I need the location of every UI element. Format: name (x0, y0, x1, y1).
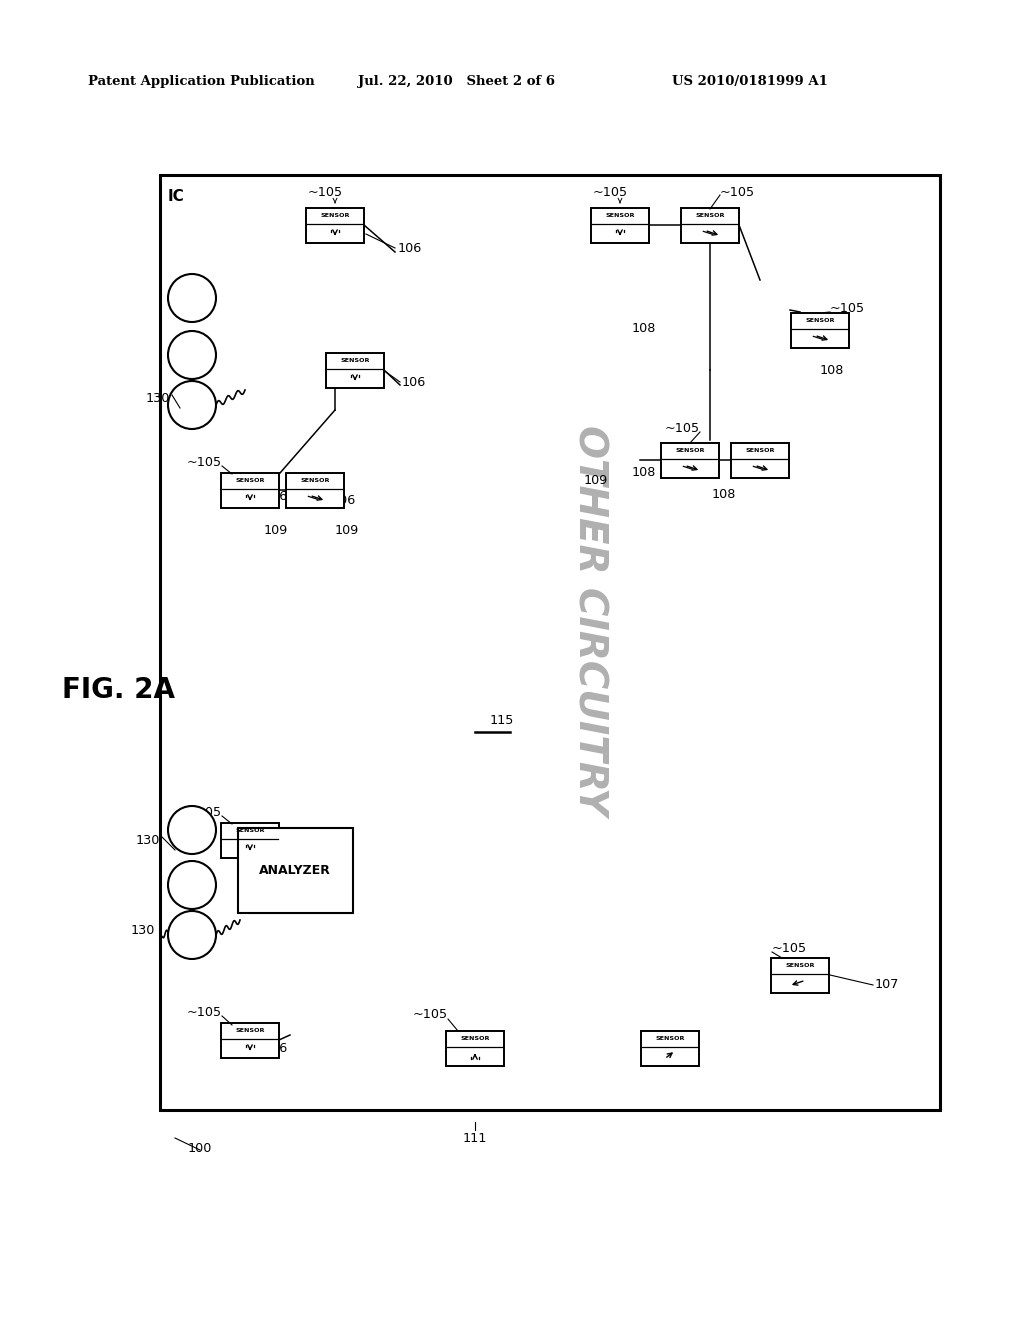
Bar (286, 473, 344, 507)
Text: 108: 108 (632, 322, 656, 334)
Text: 130: 130 (131, 924, 155, 936)
Text: 106: 106 (332, 494, 356, 507)
Text: OTHER CIRCUITRY: OTHER CIRCUITRY (571, 425, 609, 816)
Text: SENSOR: SENSOR (655, 1036, 685, 1041)
Text: 106: 106 (398, 242, 422, 255)
Bar (771, 957, 829, 993)
Text: 106: 106 (402, 375, 426, 388)
Text: SENSOR: SENSOR (695, 213, 725, 218)
Bar (641, 1031, 699, 1065)
Text: ~105: ~105 (593, 186, 628, 198)
Bar (221, 1023, 279, 1057)
Text: 130: 130 (145, 392, 170, 404)
Bar (662, 442, 719, 478)
Text: 106: 106 (264, 842, 288, 854)
Bar (591, 207, 649, 243)
Text: Patent Application Publication: Patent Application Publication (88, 75, 314, 88)
Text: 100: 100 (188, 1142, 212, 1155)
Text: 109: 109 (264, 524, 288, 536)
Text: 111: 111 (463, 1131, 487, 1144)
Bar (791, 313, 849, 347)
Text: SENSOR: SENSOR (321, 213, 350, 218)
Text: 110: 110 (319, 825, 344, 838)
Text: 115: 115 (490, 714, 514, 726)
Text: ~105: ~105 (720, 186, 755, 198)
Text: 107: 107 (874, 978, 899, 991)
Text: ~105: ~105 (413, 1008, 449, 1022)
Text: SENSOR: SENSOR (675, 447, 705, 453)
Text: SENSOR: SENSOR (605, 213, 635, 218)
Bar (238, 828, 352, 912)
Circle shape (168, 275, 216, 322)
Circle shape (168, 807, 216, 854)
Text: ~105: ~105 (665, 421, 700, 434)
Text: 108: 108 (632, 466, 656, 479)
Text: FIG. 2A: FIG. 2A (62, 676, 175, 704)
Bar (306, 207, 364, 243)
Text: ~105: ~105 (308, 186, 343, 198)
Circle shape (168, 861, 216, 909)
Bar (221, 473, 279, 507)
Text: ~105: ~105 (186, 455, 222, 469)
Text: SENSOR: SENSOR (236, 1028, 265, 1034)
Text: IC: IC (168, 189, 184, 205)
Text: 108: 108 (820, 363, 845, 376)
Text: ~105: ~105 (772, 941, 807, 954)
Text: ~105: ~105 (186, 1006, 222, 1019)
Circle shape (168, 331, 216, 379)
Bar (326, 352, 384, 388)
Bar (160, 176, 940, 1110)
Text: SENSOR: SENSOR (300, 478, 330, 483)
Text: 108: 108 (712, 488, 736, 502)
Text: 106: 106 (264, 491, 288, 503)
Text: SENSOR: SENSOR (745, 447, 775, 453)
Text: ANALYZER: ANALYZER (259, 863, 331, 876)
Text: ~105: ~105 (186, 805, 222, 818)
Text: SENSOR: SENSOR (805, 318, 835, 323)
Text: SENSOR: SENSOR (236, 478, 265, 483)
Text: SENSOR: SENSOR (460, 1036, 489, 1041)
Bar (731, 442, 790, 478)
Text: 109: 109 (584, 474, 608, 487)
Text: 109: 109 (335, 524, 359, 536)
Text: Jul. 22, 2010   Sheet 2 of 6: Jul. 22, 2010 Sheet 2 of 6 (358, 75, 555, 88)
Text: SENSOR: SENSOR (340, 358, 370, 363)
Bar (221, 822, 279, 858)
Circle shape (168, 381, 216, 429)
Text: SENSOR: SENSOR (236, 828, 265, 833)
Bar (446, 1031, 504, 1065)
Text: ~105: ~105 (830, 301, 865, 314)
Text: US 2010/0181999 A1: US 2010/0181999 A1 (672, 75, 827, 88)
Circle shape (168, 911, 216, 960)
Text: SENSOR: SENSOR (785, 964, 815, 968)
Text: 130: 130 (135, 833, 160, 846)
Bar (681, 207, 739, 243)
Text: 106: 106 (264, 1041, 288, 1055)
